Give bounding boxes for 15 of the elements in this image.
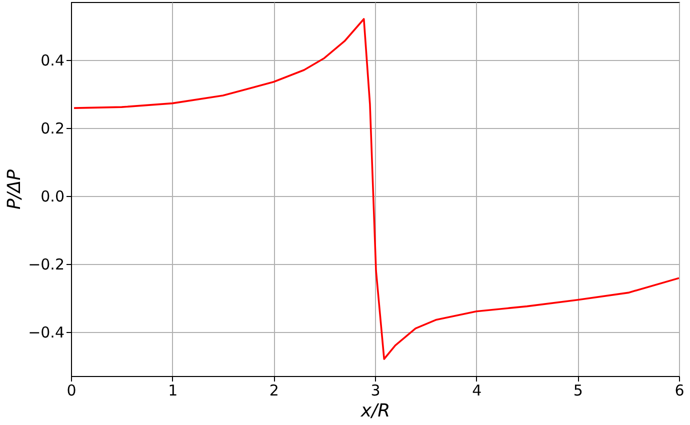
y-tick-label: 0.0 (40, 187, 64, 206)
x-tick-label: 2 (269, 382, 279, 400)
y-tick-label: 0.4 (40, 51, 64, 70)
x-tick-label: 4 (472, 382, 482, 400)
x-tick-label: 5 (573, 382, 583, 400)
x-tick-label: 3 (370, 382, 380, 400)
x-tick-label: 0 (66, 382, 76, 400)
line-series (73, 18, 679, 360)
x-axis-title: x/R (360, 400, 390, 422)
y-tick-label: −0.4 (28, 323, 64, 342)
y-axis-title: P/ΔP (4, 169, 26, 210)
y-tick-label: 0.2 (40, 119, 64, 138)
y-tick-label: −0.2 (28, 255, 64, 274)
x-tick-label: 1 (168, 382, 178, 400)
x-tick-label: 6 (674, 382, 684, 400)
